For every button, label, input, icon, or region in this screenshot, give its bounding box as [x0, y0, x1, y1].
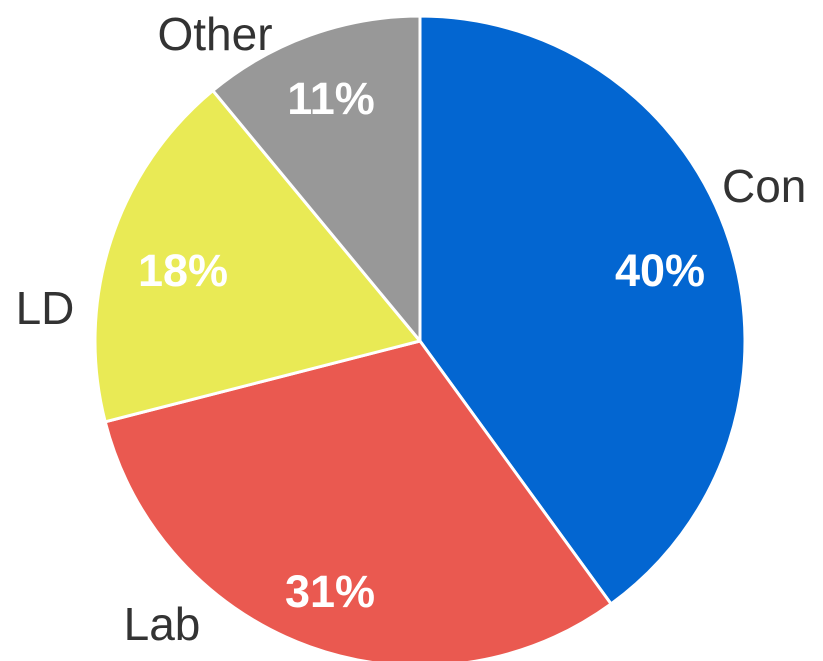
- pie-slice-other: [211, 14, 422, 343]
- value-label-con: 40%: [615, 245, 705, 296]
- pie-slices: [93, 14, 747, 661]
- value-label-other: 11%: [287, 73, 375, 124]
- pie-slice-lab: [103, 339, 613, 661]
- pie-slice-ld: [93, 89, 422, 424]
- value-label-ld: 18%: [138, 245, 228, 296]
- value-label-lab: 31%: [285, 566, 375, 617]
- category-label-ld: LD: [16, 282, 75, 334]
- category-label-con: Con: [722, 160, 806, 212]
- category-label-other: Other: [157, 8, 272, 60]
- category-label-lab: Lab: [124, 598, 201, 650]
- pie-slice-con: [418, 14, 747, 606]
